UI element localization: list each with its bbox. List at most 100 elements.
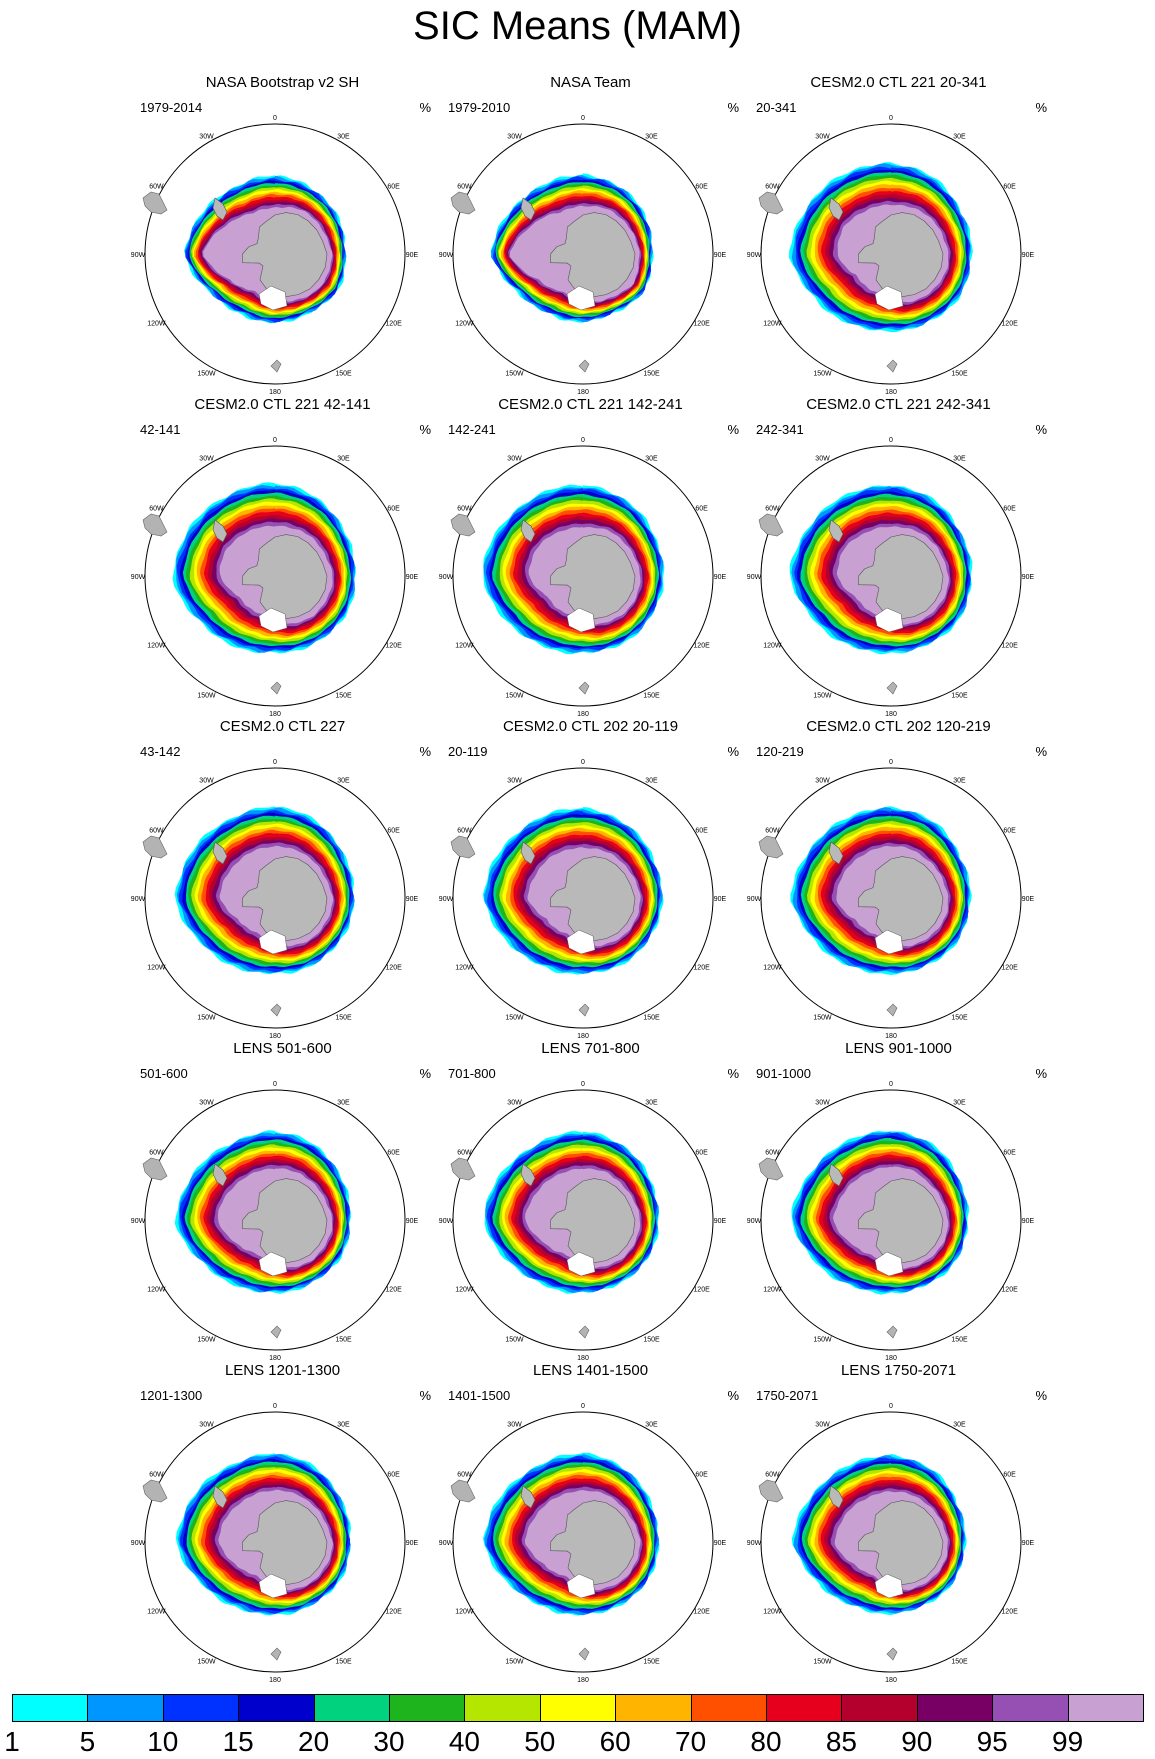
ice-shelf [258,929,288,955]
colorbar-tick-label: 99 [1052,1726,1084,1757]
longitude-label: 90W [439,252,454,259]
south-america-land [450,835,476,859]
longitude-label: 30E [337,455,350,462]
longitude-label: 120W [147,643,166,650]
longitude-label: 90E [1022,1218,1035,1225]
longitude-label: 90E [1022,1540,1035,1547]
longitude-label: 120W [147,1287,166,1294]
panel-unit: % [419,1066,431,1081]
longitude-label: 60E [1003,506,1016,513]
panel-title: LENS 901-1000 [845,1040,952,1057]
longitude-label: 60E [387,184,400,191]
panel-period: 501-600 [140,1066,188,1081]
longitude-label: 90W [747,1540,762,1547]
longitude-label: 90E [1022,252,1035,259]
longitude-label: 150E [643,371,660,378]
south-america-land [758,513,784,537]
antarctic-peninsula [520,519,536,543]
panel-unit: % [1035,100,1047,115]
longitude-label: 90E [406,1218,419,1225]
longitude-label: 120W [763,321,782,328]
longitude-label: 150W [505,1337,524,1344]
antarctic-peninsula [828,1163,844,1187]
panel-unit: % [1035,744,1047,759]
map-panel: LENS 701-800 701-800% 0 30E 60E 90E 120E 150E 18… [438,1040,743,1362]
longitude-label: 90E [714,574,727,581]
longitude-label: 30E [953,133,966,140]
map-panel: CESM2.0 CTL 227 43-142% 0 30E 60E 90E 120E 150E… [130,718,435,1040]
longitude-label: 90E [714,1218,727,1225]
ice-shelf [874,929,904,955]
panel-period: 20-341 [756,100,797,115]
colorbar-tick-label: 5 [79,1726,96,1757]
longitude-label: 150E [951,1337,968,1344]
panel-title: CESM2.0 CTL 221 42-141 [194,396,371,413]
map-panel: NASA Team 1979-2010% 0 30E 60E 90E 120E 150E 180… [438,74,743,396]
colorbar-swatch [313,1694,390,1722]
antarctic-peninsula [828,519,844,543]
longitude-label: 30E [645,777,658,784]
longitude-label: 90W [439,574,454,581]
longitude-label: 0 [889,1081,893,1088]
antarctic-peninsula [520,1163,536,1187]
longitude-label: 150E [951,1015,968,1022]
longitude-label: 30W [507,1421,522,1428]
ice-shelf [874,607,904,633]
south-america-land [142,1157,168,1181]
longitude-label: 150W [197,371,216,378]
south-america-land [450,1479,476,1503]
south-america-land [758,1479,784,1503]
panel-title: LENS 1750-2071 [840,1362,957,1379]
longitude-label: 30W [507,133,522,140]
longitude-label: 30E [337,1421,350,1428]
panel-unit: % [419,422,431,437]
longitude-label: 30W [815,455,830,462]
antarctic-peninsula [520,841,536,865]
longitude-label: 120E [385,965,402,972]
map-panel: CESM2.0 CTL 221 242-341 242-341% 0 30E 60E 90… [746,396,1051,718]
south-america-land [142,1479,168,1503]
south-america-land [142,513,168,537]
island-land [270,681,282,695]
longitude-label: 60W [149,1472,164,1479]
longitude-label: 0 [889,115,893,122]
longitude-label: 60E [695,828,708,835]
longitude-label: 30E [337,133,350,140]
map-panel: LENS 901-1000 901-1000% 0 30E 60E 90E 120E 150E… [746,1040,1051,1362]
ice-shelf [258,1251,288,1277]
polar-map: 0 30E 60E 90E 120E 150E 180 150W 120W 90W 60W 30W [131,115,419,396]
longitude-label: 180 [885,1033,897,1040]
south-america-land [450,191,476,215]
longitude-label: 180 [269,389,281,396]
longitude-label: 60E [387,828,400,835]
polar-map: 0 30E 60E 90E 120E 150E 180 150W 120W 90W 60W 30W [439,759,727,1040]
longitude-label: 60W [765,1472,780,1479]
longitude-label: 30W [199,777,214,784]
polar-map: 0 30E 60E 90E 120E 150E 180 150W 120W 90W 60W 30W [439,437,727,718]
island-land [886,1647,898,1661]
longitude-label: 150W [813,1337,832,1344]
longitude-label: 120E [693,965,710,972]
antarctic-peninsula [212,1163,228,1187]
longitude-label: 120E [1001,643,1018,650]
colorbar-swatch [916,1694,994,1722]
panel-unit: % [727,100,739,115]
island-land [270,1647,282,1661]
colorbar-swatch [539,1694,617,1722]
south-america-land [758,191,784,215]
figure-title: SIC Means (MAM) [413,4,742,48]
longitude-label: 0 [889,437,893,444]
longitude-label: 150E [643,693,660,700]
colorbar-tick-label: 10 [147,1726,179,1757]
antarctic-peninsula [212,841,228,865]
longitude-label: 30E [645,455,658,462]
longitude-label: 150W [813,693,832,700]
polar-map: 0 30E 60E 90E 120E 150E 180 150W 120W 90W 60W 30W [747,1081,1035,1362]
longitude-label: 120W [455,1287,474,1294]
longitude-label: 30E [337,777,350,784]
longitude-label: 150W [505,371,524,378]
panel-period: 142-241 [448,422,496,437]
ice-shelf [874,1573,904,1599]
colorbar-tick-label: 50 [524,1726,556,1757]
longitude-label: 120W [147,1609,166,1616]
